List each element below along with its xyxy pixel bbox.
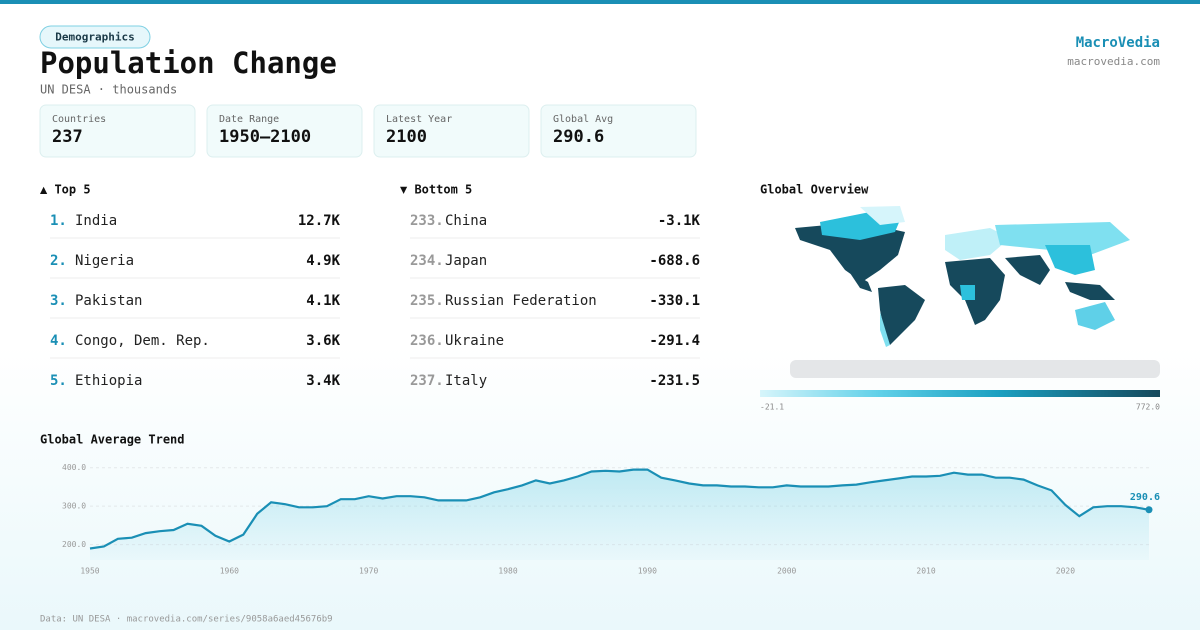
subtitle: UN DESA · thousands xyxy=(40,83,177,97)
y-tick-label: 300.0 xyxy=(62,502,86,511)
australia xyxy=(1075,302,1115,330)
x-tick-label: 1950 xyxy=(80,567,99,576)
central-america xyxy=(848,270,872,292)
rank: 5. xyxy=(50,373,67,389)
stat-value: 2100 xyxy=(386,127,427,147)
rank: 233. xyxy=(410,213,444,229)
value: -231.5 xyxy=(649,373,700,389)
value: -330.1 xyxy=(649,293,700,309)
value: 3.6K xyxy=(306,333,340,349)
x-tick-label: 2020 xyxy=(1056,567,1075,576)
trend-line xyxy=(89,468,1150,550)
rank: 235. xyxy=(410,293,444,309)
end-label: 290.6 xyxy=(1130,492,1160,503)
x-tick-label: 1960 xyxy=(220,567,239,576)
stat-label: Latest Year xyxy=(386,114,452,125)
rank: 236. xyxy=(410,333,444,349)
tag: Demographics xyxy=(55,31,134,44)
name: Italy xyxy=(445,373,487,389)
stat-label: Global Avg xyxy=(553,114,613,125)
list-title: ▲ Top 5 xyxy=(40,183,91,197)
rank: 1. xyxy=(50,213,67,229)
lists: ▲ Top 5 1. India 12.7K 2. Nigeria 4.9K 3. Pakist… xyxy=(40,183,701,390)
world-map xyxy=(790,206,1160,378)
chart-title: Global Average Trend xyxy=(40,433,185,447)
name: Russian Federation xyxy=(445,293,597,309)
x-tick-label: 1990 xyxy=(638,567,657,576)
top-bar xyxy=(0,0,1200,4)
antarctica xyxy=(790,360,1160,378)
colorbar xyxy=(760,390,1160,397)
end-point xyxy=(1145,506,1153,514)
name: Pakistan xyxy=(75,293,142,309)
stat-value: 237 xyxy=(52,127,83,147)
rank: 237. xyxy=(410,373,444,389)
value: 12.7K xyxy=(298,213,341,229)
rank: 234. xyxy=(410,253,444,269)
name: Congo, Dem. Rep. xyxy=(75,333,210,349)
brazil xyxy=(878,285,925,345)
title: Population Change xyxy=(40,46,337,80)
x-tick-label: 2000 xyxy=(777,567,796,576)
stat-label: Countries xyxy=(52,114,106,125)
stats: Countries 237 Date Range 1950–2100 Latest Ye… xyxy=(39,104,697,158)
area xyxy=(90,469,1149,560)
stat-value: 1950–2100 xyxy=(219,127,311,147)
rank: 4. xyxy=(50,333,67,349)
south-america-west xyxy=(880,312,890,347)
stat-label: Date Range xyxy=(219,114,279,125)
x-tick-label: 2010 xyxy=(916,567,935,576)
name: Ukraine xyxy=(445,333,504,349)
x-tick-label: 1970 xyxy=(359,567,378,576)
value: 4.9K xyxy=(306,253,340,269)
middle-east-south-asia xyxy=(1005,255,1050,285)
name: Nigeria xyxy=(75,253,134,269)
stat-card xyxy=(206,104,363,158)
europe xyxy=(945,228,1010,260)
name: India xyxy=(75,213,117,229)
trend-chart: 200.0 300.0 400.0 1950 1960 1970 1980 1990 2000 2… xyxy=(62,463,1160,575)
china xyxy=(1045,245,1095,275)
y-tick-label: 200.0 xyxy=(62,540,86,549)
stat-value: 290.6 xyxy=(553,127,604,147)
name: Ethiopia xyxy=(75,373,142,389)
name: China xyxy=(445,213,487,229)
value: 4.1K xyxy=(306,293,340,309)
brand: MacroVedia xyxy=(1076,35,1160,51)
stat-card xyxy=(39,104,196,158)
greenland xyxy=(860,206,905,225)
legend-min: -21.1 xyxy=(760,403,784,412)
map-title: Global Overview xyxy=(760,183,869,197)
rank: 2. xyxy=(50,253,67,269)
value: -3.1K xyxy=(658,213,701,229)
tag-pill xyxy=(39,25,151,49)
value: -291.4 xyxy=(649,333,700,349)
value: 3.4K xyxy=(306,373,340,389)
x-tick-label: 1980 xyxy=(498,567,517,576)
stat-card xyxy=(373,104,530,158)
africa-center xyxy=(960,285,975,300)
rank: 3. xyxy=(50,293,67,309)
footer: Data: UN DESA · macrovedia.com/series/90… xyxy=(40,615,333,625)
southeast-asia xyxy=(1065,282,1115,300)
site: macrovedia.com xyxy=(1067,55,1160,68)
y-tick-label: 400.0 xyxy=(62,463,86,472)
russia xyxy=(995,222,1130,255)
north-america xyxy=(795,222,905,282)
name: Japan xyxy=(445,253,487,269)
list-title: ▼ Bottom 5 xyxy=(400,183,472,197)
stat-card xyxy=(540,104,697,158)
legend-max: 772.0 xyxy=(1136,403,1160,412)
value: -688.6 xyxy=(649,253,700,269)
